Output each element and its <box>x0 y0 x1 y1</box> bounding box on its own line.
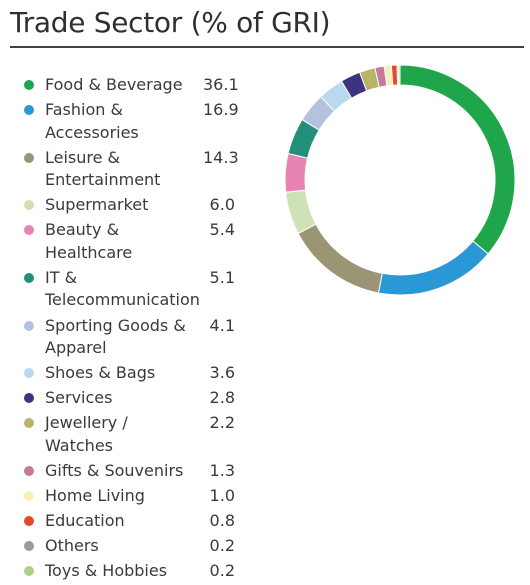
legend-swatch <box>24 320 34 331</box>
legend-item: Education 0.8 <box>24 510 244 533</box>
legend-value: 0.2 <box>209 561 235 581</box>
legend-item: IT & Telecommunication 5.1 <box>24 267 244 312</box>
legend-swatch <box>24 491 34 502</box>
legend-swatch <box>24 418 34 429</box>
legend-value: 4.1 <box>209 315 235 335</box>
legend-item: Toys & Hobbies 0.2 <box>24 560 244 583</box>
legend-item: Sporting Goods & Apparel 4.1 <box>24 315 244 360</box>
legend-label: Food & Beverage <box>45 75 183 94</box>
legend-value: 36.1 <box>203 75 239 94</box>
legend-label: Home Living <box>45 486 145 506</box>
legend-item: Supermarket 6.0 <box>24 194 244 217</box>
donut-slice <box>398 64 401 86</box>
legend-label: IT & Telecommunication <box>45 267 200 310</box>
legend-value: 0.2 <box>209 536 235 556</box>
legend-item: Shoes & Bags 3.6 <box>24 362 244 385</box>
legend-value: 16.9 <box>203 100 239 120</box>
legend-value: 3.6 <box>209 363 235 383</box>
donut-chart-container <box>280 60 520 300</box>
legend-swatch <box>24 200 34 211</box>
chart-title: Trade Sector (% of GRI) <box>10 6 331 39</box>
donut-slice <box>377 240 489 296</box>
legend-swatch <box>24 80 34 90</box>
donut-slice <box>399 64 516 255</box>
legend-label: Supermarket <box>45 195 149 215</box>
legend-value: 1.3 <box>209 460 235 480</box>
legend-item: Leisure & Entertainment 14.3 <box>24 147 244 192</box>
legend-swatch <box>24 541 34 552</box>
legend-value: 6.0 <box>209 195 235 215</box>
legend-label: Fashion & Accessories <box>45 100 139 142</box>
legend-item: Home Living 1.0 <box>24 485 244 508</box>
donut-chart <box>284 64 516 296</box>
legend-label: Services <box>45 388 113 408</box>
legend-value: 0.8 <box>209 511 235 531</box>
legend-swatch <box>24 393 34 404</box>
title-underline <box>10 46 524 48</box>
donut-slice <box>285 189 317 235</box>
legend-item: Gifts & Souvenirs 1.3 <box>24 460 244 483</box>
donut-slice <box>390 64 399 86</box>
legend-item: Fashion & Accessories 16.9 <box>24 99 244 144</box>
legend-label: Leisure & Entertainment <box>45 147 161 190</box>
legend-swatch <box>24 368 34 379</box>
legend-label: Toys & Hobbies <box>45 561 168 581</box>
legend-item: Jewellery / Watches 2.2 <box>24 412 244 457</box>
legend-label: Sporting Goods & Apparel <box>45 315 186 358</box>
legend-value: 5.1 <box>209 267 235 287</box>
legend-swatch <box>24 105 34 116</box>
legend-item: Others 0.2 <box>24 535 244 558</box>
legend-value: 2.8 <box>209 388 235 408</box>
legend-item: Food & Beverage 36.1 <box>24 74 244 97</box>
legend-swatch <box>24 516 34 527</box>
legend-label: Jewellery / Watches <box>45 413 128 455</box>
legend-value: 1.0 <box>209 486 235 506</box>
legend-swatch <box>24 566 34 577</box>
donut-slice <box>284 152 309 193</box>
legend-value: 5.4 <box>209 220 235 240</box>
legend-swatch <box>24 272 34 283</box>
legend-value: 2.2 <box>209 413 235 433</box>
legend-label: Education <box>45 511 125 531</box>
legend-swatch <box>24 225 34 236</box>
donut-slice <box>297 223 383 294</box>
legend-label: Gifts & Souvenirs <box>45 460 184 480</box>
legend-label: Beauty & Healthcare <box>45 220 133 262</box>
legend-item: Services 2.8 <box>24 387 244 410</box>
legend-swatch <box>24 152 34 163</box>
legend-label: Others <box>45 536 99 556</box>
legend-swatch <box>24 465 34 476</box>
legend-value: 14.3 <box>203 147 239 167</box>
legend-label: Shoes & Bags <box>45 363 156 383</box>
legend: Food & Beverage 36.1 Fashion & Accessories 1… <box>24 74 244 585</box>
legend-item: Beauty & Healthcare 5.4 <box>24 219 244 264</box>
